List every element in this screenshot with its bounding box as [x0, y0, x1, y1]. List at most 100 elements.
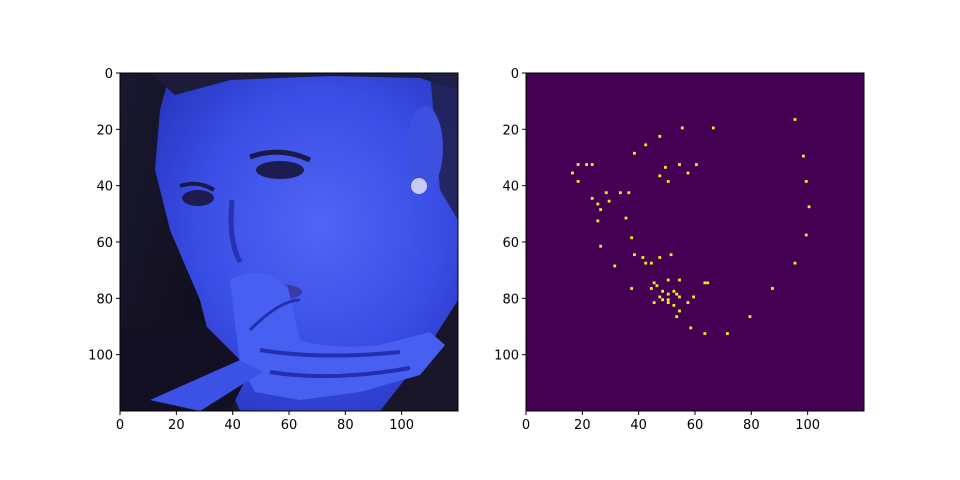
heatmap-point	[804, 180, 808, 183]
heatmap-point	[649, 261, 653, 265]
heatmap-point	[624, 216, 628, 220]
heatmap-point	[633, 151, 636, 155]
heatmap-point	[793, 261, 797, 265]
y-tick-label: 100	[88, 349, 113, 364]
heatmap-point	[576, 180, 580, 183]
right-heatmap-panel: 0 20 40 60 80 100 0 20 40 60 80 100	[494, 67, 865, 433]
heatmap-point	[678, 278, 681, 282]
x-tick-label: 100	[795, 418, 820, 433]
y-tick-label: 80	[502, 292, 519, 307]
heatmap-point	[644, 143, 648, 147]
heatmap-point	[678, 163, 681, 166]
x-tick-label: 60	[281, 418, 298, 433]
y-tick-label: 40	[96, 180, 113, 195]
heatmap-point	[585, 163, 588, 166]
heatmap-point	[771, 287, 774, 290]
heatmap-point	[678, 295, 681, 299]
heatmap-point	[748, 315, 752, 319]
heatmap-point	[658, 256, 662, 259]
heatmap-point	[711, 126, 715, 130]
x-tick-label: 40	[224, 418, 241, 433]
x-tick-label: 20	[574, 418, 591, 433]
heatmap-point	[576, 163, 580, 166]
y-tick-label: 0	[511, 67, 519, 82]
y-tick-label: 20	[96, 123, 113, 138]
heatmap-point	[666, 298, 670, 302]
heatmap-point	[633, 253, 636, 257]
heatmap-point	[703, 332, 707, 335]
heatmap-point	[652, 301, 656, 304]
y-tick-label: 80	[96, 292, 113, 307]
x-tick-label: 60	[687, 418, 704, 433]
heatmap-point	[627, 191, 631, 195]
x-tick-label: 100	[389, 418, 414, 433]
left-image-panel: 0 20 40 60 80 100 0 20 40 60 80 100	[88, 67, 459, 433]
heatmap-point	[618, 191, 622, 195]
heatmap-point	[666, 292, 670, 296]
heatmap-point	[658, 295, 662, 299]
heatmap-point	[599, 208, 603, 212]
heatmap-point	[689, 326, 693, 330]
heatmap-point	[675, 315, 679, 319]
y-tick-label: 20	[502, 123, 519, 138]
x-tick-label: 80	[337, 418, 354, 433]
heatmap-point	[706, 281, 710, 285]
heatmap-point	[599, 244, 603, 248]
heatmap-point	[703, 281, 707, 285]
right-axis-ticks: 0 20 40 60 80 100 0 20 40 60 80 100	[494, 67, 820, 433]
y-tick-label: 100	[494, 349, 519, 364]
heatmap-point	[596, 202, 600, 206]
x-tick-label: 80	[743, 418, 760, 433]
x-tick-label: 40	[630, 418, 647, 433]
heatmap-point	[658, 134, 662, 138]
heatmap-point	[666, 278, 670, 282]
heatmap-point	[590, 163, 594, 166]
heatmap-point	[630, 287, 634, 290]
heatmap-point	[630, 236, 634, 240]
heatmap-point	[802, 154, 805, 158]
heatmap-point	[672, 303, 676, 307]
heatmap-point	[725, 332, 729, 335]
heatmap-point	[807, 205, 811, 209]
heatmap-point	[669, 253, 673, 257]
heatmap-point	[680, 126, 684, 130]
left-axis-ticks: 0 20 40 60 80 100 0 20 40 60 80 100	[88, 67, 414, 433]
y-tick-label: 60	[502, 236, 519, 251]
heatmap-point	[692, 295, 695, 299]
heatmap-point	[604, 191, 608, 195]
heatmap-points	[571, 118, 811, 335]
heatmap-point	[666, 301, 670, 304]
heatmap-point	[641, 256, 645, 259]
heatmap-point	[607, 199, 611, 203]
heatmap-point	[613, 264, 617, 268]
heatmap-point	[664, 165, 667, 169]
heatmap-point	[644, 261, 648, 265]
heatmap-point	[804, 233, 808, 237]
heatmap-point	[678, 309, 681, 313]
heatmap-point	[655, 284, 659, 288]
heatmap-point	[652, 281, 656, 285]
heatmap-point	[590, 196, 594, 200]
x-tick-label: 0	[522, 418, 530, 433]
heatmap-point	[675, 292, 679, 296]
heatmap-background	[526, 73, 864, 411]
heatmap-point	[686, 301, 690, 304]
heatmap-point	[666, 180, 670, 183]
heatmap-point	[661, 298, 665, 302]
heatmap-point	[793, 118, 797, 121]
heatmap-point	[649, 287, 653, 290]
x-tick-label: 20	[168, 418, 185, 433]
y-tick-label: 60	[96, 236, 113, 251]
x-tick-label: 0	[116, 418, 124, 433]
heatmap-point	[661, 289, 665, 293]
heatmap-point	[658, 174, 662, 178]
heatmap-point	[686, 171, 690, 175]
y-tick-label: 40	[502, 180, 519, 195]
heatmap-point	[695, 163, 698, 166]
y-tick-label: 0	[105, 67, 113, 82]
heatmap-point	[571, 171, 574, 175]
face-image	[120, 73, 458, 411]
heatmap-point	[596, 219, 600, 223]
heatmap-point	[672, 289, 676, 293]
